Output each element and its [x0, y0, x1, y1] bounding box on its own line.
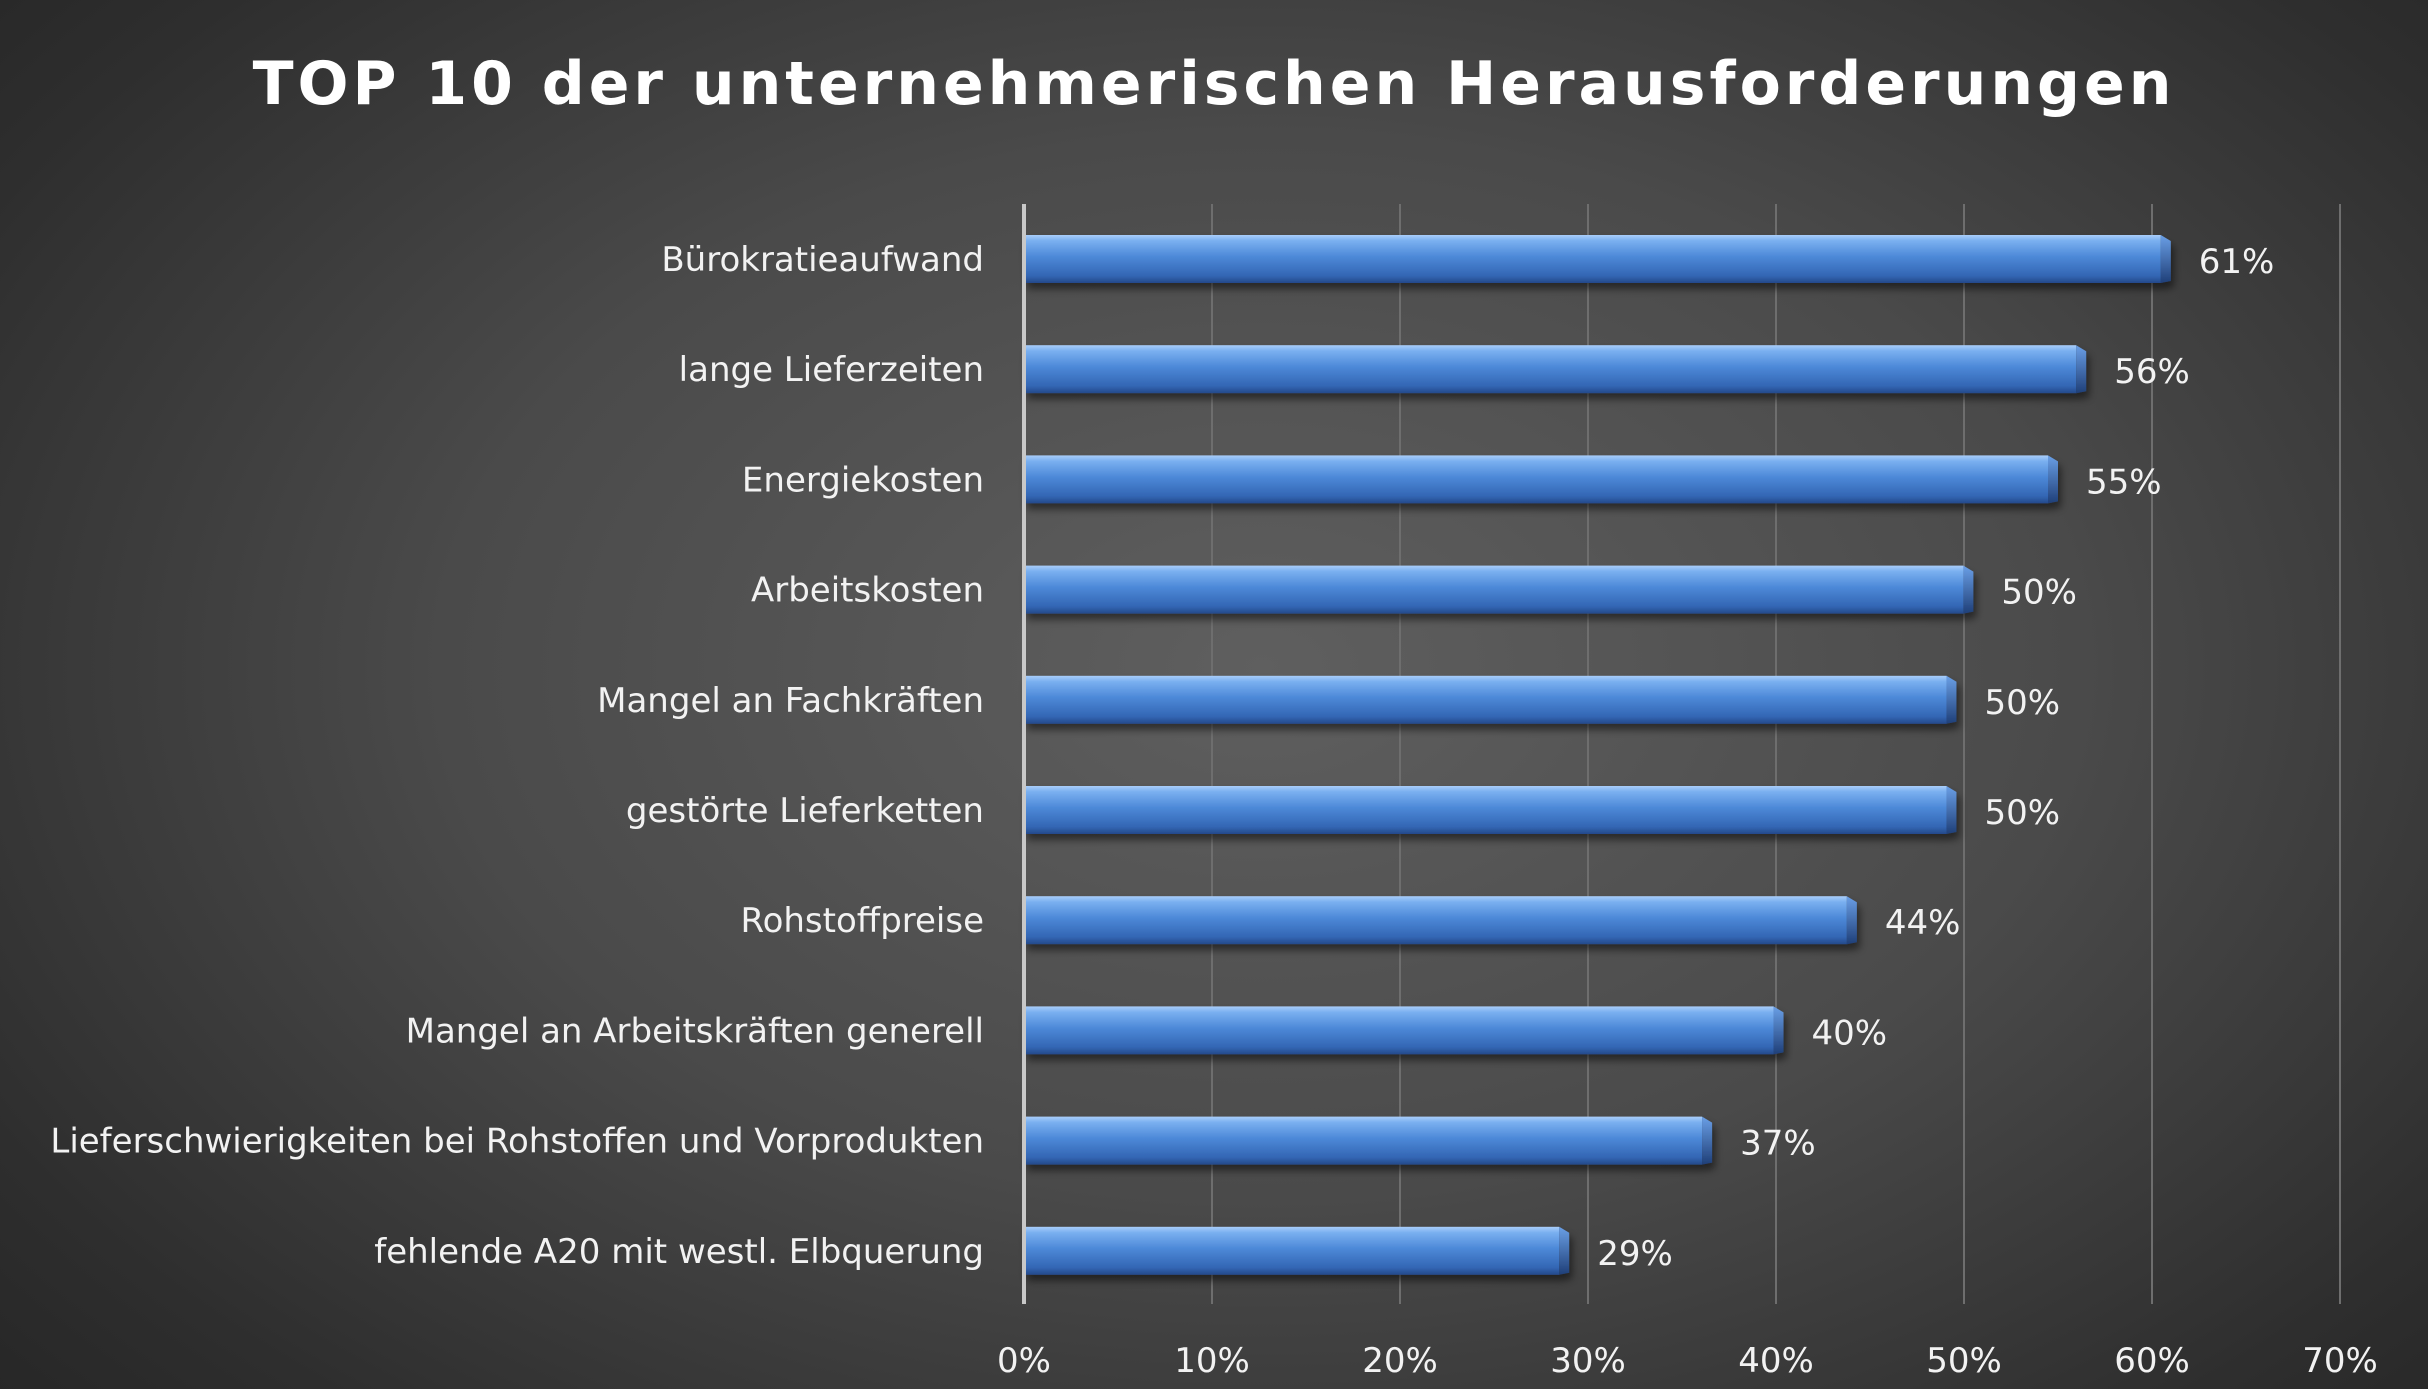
bar: [1024, 675, 1957, 724]
chart-title: TOP 10 der unternehmerischen Herausforde…: [253, 49, 2176, 119]
bar: [1024, 455, 2058, 504]
bar-body: [1024, 235, 2161, 283]
bar: [1024, 1226, 1570, 1275]
bar-end-cap: [1559, 1226, 1570, 1275]
bar-body: [1024, 1116, 1703, 1165]
bar-body: [1024, 345, 2077, 394]
value-label: 44%: [1885, 903, 1961, 943]
bar-end-cap: [1702, 1116, 1713, 1165]
category-label: Mangel an Fachkräften: [597, 681, 984, 721]
bar-end-cap: [1773, 1006, 1784, 1055]
x-tick-label: 60%: [2114, 1341, 2190, 1381]
bar-end-cap: [2160, 235, 2171, 283]
x-axis-ticks: 0% 10% 20% 30% 40% 50% 60% 70%: [997, 1341, 2378, 1381]
bar-end-cap: [1963, 565, 1974, 614]
category-label: Arbeitskosten: [751, 571, 984, 611]
bar-end-cap: [1946, 675, 1957, 724]
bar-body: [1024, 565, 1964, 614]
value-label: 37%: [1740, 1124, 1816, 1164]
bar: [1024, 1116, 1713, 1165]
value-label: 50%: [1984, 793, 2060, 833]
x-tick-label: 50%: [1926, 1341, 2002, 1381]
x-tick-label: 40%: [1738, 1341, 1814, 1381]
bar: [1024, 1006, 1784, 1055]
value-label: 56%: [2114, 352, 2190, 392]
category-label: Lieferschwierigkeiten bei Rohstoffen und…: [50, 1122, 984, 1162]
bar-body: [1024, 1226, 1560, 1275]
bar-body: [1024, 455, 2048, 504]
bar-end-cap: [1946, 786, 1957, 834]
category-label: Mangel an Arbeitskräften generell: [406, 1011, 984, 1051]
bar-end-cap: [2048, 455, 2058, 504]
category-labels: Bürokratieaufwand lange Lieferzeiten Energ…: [50, 240, 984, 1272]
value-labels: 61% 56% 55% 50% 50% 50% 44% 40% 37% 29%: [1597, 242, 2274, 1274]
bar: [1024, 565, 1974, 614]
bar: [1024, 786, 1957, 834]
bar-body: [1024, 896, 1847, 945]
x-tick-label: 30%: [1550, 1341, 1626, 1381]
value-label: 29%: [1597, 1234, 1673, 1274]
value-label: 40%: [1812, 1013, 1888, 1053]
bar-body: [1024, 675, 1947, 724]
bar-end-cap: [2076, 345, 2087, 394]
x-tick-label: 10%: [1174, 1341, 1250, 1381]
bar: [1024, 896, 1857, 945]
bars: [1024, 235, 2171, 1275]
x-tick-label: 20%: [1362, 1341, 1438, 1381]
category-label: Bürokratieaufwand: [661, 240, 984, 280]
category-label: lange Lieferzeiten: [679, 350, 984, 390]
value-label: 50%: [2001, 573, 2077, 613]
bar-body: [1024, 786, 1947, 834]
value-label: 50%: [1984, 683, 2060, 723]
bar-end-cap: [1846, 896, 1857, 945]
x-tick-label: 0%: [997, 1341, 1051, 1381]
category-label: Rohstoffpreise: [740, 901, 984, 941]
value-label: 55%: [2086, 462, 2162, 502]
bar-body: [1024, 1006, 1774, 1055]
bar: [1024, 345, 2087, 394]
x-tick-label: 70%: [2302, 1341, 2378, 1381]
category-label: gestörte Lieferketten: [626, 791, 984, 831]
category-label: fehlende A20 mit westl. Elbquerung: [374, 1232, 984, 1272]
value-label: 61%: [2199, 242, 2275, 282]
category-label: Energiekosten: [742, 460, 984, 500]
bar: [1024, 235, 2171, 283]
